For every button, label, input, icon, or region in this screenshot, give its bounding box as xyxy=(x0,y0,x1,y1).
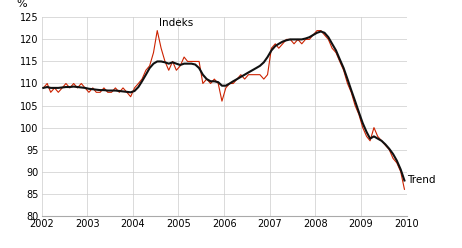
Text: Trend: Trend xyxy=(407,176,436,186)
Text: Indeks: Indeks xyxy=(159,18,194,28)
Text: %: % xyxy=(16,0,27,9)
